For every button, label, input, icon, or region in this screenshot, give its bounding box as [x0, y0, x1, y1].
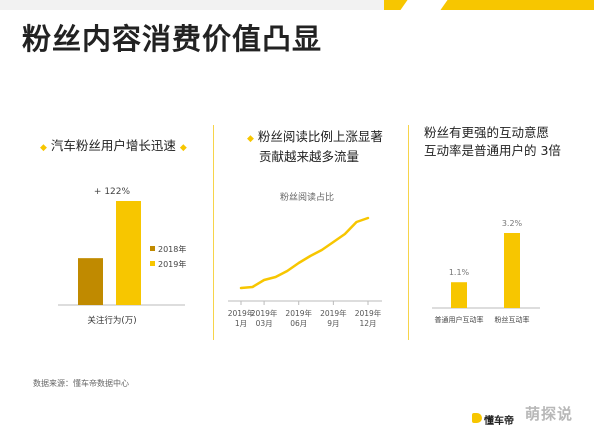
panel-1-title: ◆ 汽车粉丝用户增长迅速 ◆: [40, 137, 187, 157]
chart2-title: 粉丝阅读占比: [280, 191, 334, 203]
chart2-line: [239, 216, 370, 290]
watermark: 萌探说: [525, 405, 574, 423]
brand-logo-icon: [472, 413, 482, 423]
chart3-category-label: 普通用户互动率: [435, 315, 484, 324]
panel-separator: [408, 125, 409, 340]
chart2-tick-label-year: 2019年: [228, 308, 255, 318]
chart2-tick-label-month: 12月: [359, 319, 376, 328]
chart1-growth-annotation: + 122%: [94, 187, 131, 197]
chart1-legend-swatch-2019年: [150, 261, 155, 266]
chart2-tick-label-year: 2019年: [355, 308, 382, 318]
chart3-bar-1: [451, 282, 467, 308]
chart1-legend-label-2018年: 2018年: [158, 244, 186, 254]
chart1-bar-2018年: [78, 258, 103, 305]
chart3-value-label: 1.1%: [449, 268, 470, 277]
diamond-icon: ◆: [247, 134, 254, 144]
chart2-tick-label-year: 2019年: [320, 308, 347, 318]
diamond-icon: ◆: [179, 143, 187, 153]
data-source-note: 数据来源：懂车帝数据中心: [33, 379, 129, 388]
chart1-legend-label-2019年: 2019年: [158, 259, 186, 269]
page-title: 粉丝内容消费价值凸显: [22, 22, 323, 56]
panel-3-title: 粉丝有更强的互动意愿 互动率是普通用户的 3倍: [424, 124, 561, 160]
panel-2-title: ◆ 粉丝阅读比例上涨显著 贡献越来越多流量: [247, 128, 383, 166]
panel-1-title-line-1: 汽车粉丝用户增长迅速: [50, 138, 176, 153]
panel-2-title-line-1: 粉丝阅读比例上涨显著: [257, 129, 383, 144]
chart1-legend-swatch-2018年: [150, 246, 155, 251]
chart1-category-label: 关注行为(万): [87, 315, 136, 326]
panel-2-title-line-2: 贡献越来越多流量: [259, 149, 360, 164]
top-bar: [0, 0, 594, 10]
chart2-tick-label-month: 06月: [290, 319, 307, 328]
chart1-bar-2019年: [116, 201, 141, 305]
chart2-tick-label-year: 2019年: [285, 308, 312, 318]
chart3-bar-2: [504, 233, 520, 308]
diamond-icon: ◆: [40, 143, 47, 153]
chart2-tick-label-month: 03月: [256, 319, 273, 328]
brand-logo-text: 懂车帝: [484, 416, 514, 427]
chart2-tick-label-year: 2019年: [251, 308, 278, 318]
panel-3-title-line-2: 互动率是普通用户的 3倍: [424, 143, 561, 158]
chart3-value-label: 3.2%: [502, 219, 523, 228]
panel-separator: [213, 125, 214, 340]
chart2-tick-label-month: 9月: [327, 319, 339, 328]
top-bar-accent: [384, 0, 594, 10]
chart2-tick-label-month: 1月: [235, 319, 247, 328]
panel-3-title-line-1: 粉丝有更强的互动意愿: [424, 125, 550, 140]
chart3-category-label: 粉丝互动率: [495, 315, 530, 324]
